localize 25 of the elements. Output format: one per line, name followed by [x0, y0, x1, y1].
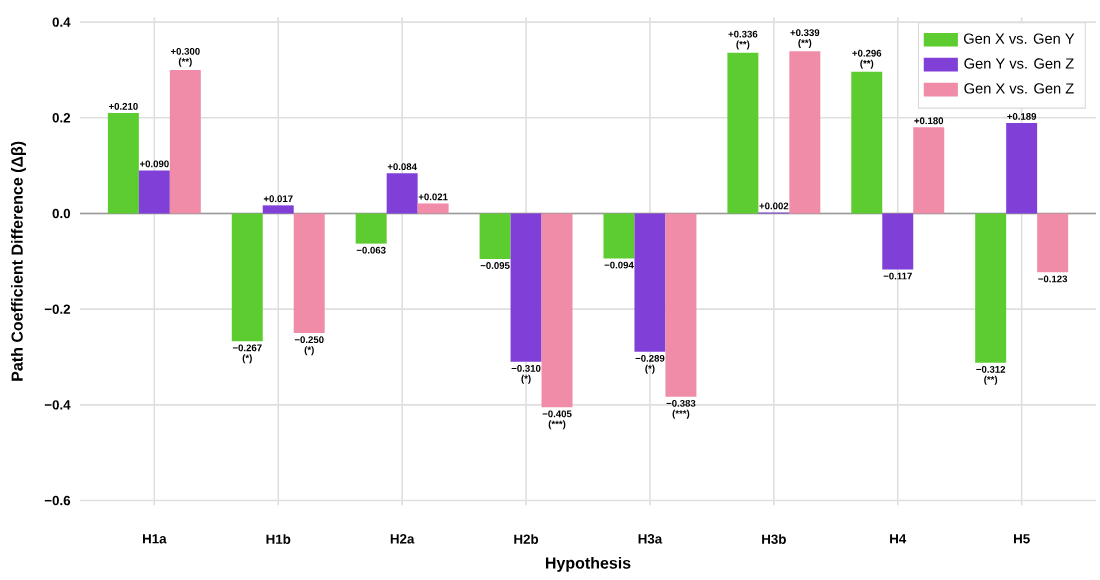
bar — [355, 213, 387, 244]
x-axis-title: Hypothesis — [545, 556, 631, 572]
bar — [913, 127, 945, 214]
bar — [727, 52, 759, 214]
bar — [789, 51, 821, 214]
bar — [634, 213, 666, 352]
bar — [1006, 123, 1038, 214]
bar — [169, 69, 201, 214]
bar — [1037, 213, 1069, 273]
y-axis-title: Path Coefficient Difference (Δβ) — [11, 141, 26, 381]
bar — [107, 113, 139, 214]
bar — [665, 213, 697, 397]
bar — [231, 213, 263, 342]
bar — [882, 213, 914, 270]
bar — [975, 213, 1007, 363]
bar — [386, 173, 418, 214]
bar — [541, 213, 573, 408]
bar — [138, 170, 170, 214]
bar — [262, 205, 294, 214]
bar — [417, 203, 449, 214]
bar — [851, 71, 883, 214]
bar — [510, 213, 542, 362]
bar — [293, 213, 325, 334]
bar — [603, 213, 635, 259]
bar — [479, 213, 511, 259]
